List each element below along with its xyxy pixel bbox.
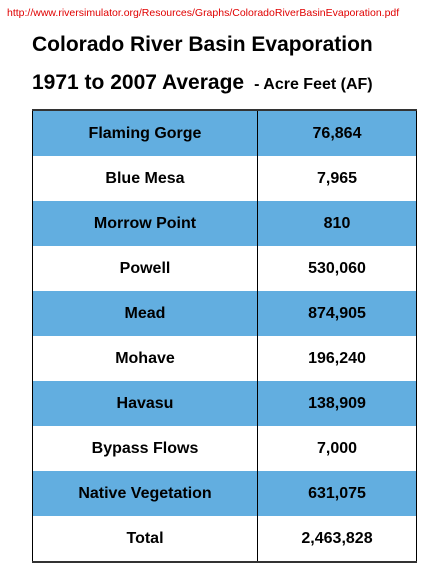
table-row: Blue Mesa 7,965: [32, 156, 417, 201]
source-url: http://www.riversimulator.org/Resources/…: [7, 7, 400, 19]
row-name: Blue Mesa: [32, 156, 258, 201]
table-row: Mead 874,905: [32, 291, 417, 336]
row-value: 196,240: [257, 336, 417, 381]
table-row: Native Vegetation 631,075: [32, 471, 417, 516]
table-row: Flaming Gorge 76,864: [32, 109, 417, 156]
title-line-1: Colorado River Basin Evaporation: [32, 33, 373, 56]
total-label: Total: [32, 516, 258, 563]
row-name: Morrow Point: [32, 201, 258, 246]
table-row: Powell 530,060: [32, 246, 417, 291]
title-units: - Acre Feet (AF): [254, 76, 373, 93]
table-row: Mohave 196,240: [32, 336, 417, 381]
row-value: 138,909: [257, 381, 417, 426]
table-row: Morrow Point 810: [32, 201, 417, 246]
row-name: Bypass Flows: [32, 426, 258, 471]
row-name: Flaming Gorge: [32, 109, 258, 156]
row-value: 7,965: [257, 156, 417, 201]
evaporation-table: Flaming Gorge 76,864 Blue Mesa 7,965 Mor…: [32, 109, 417, 563]
total-row: Total 2,463,828: [32, 516, 417, 563]
row-value: 530,060: [257, 246, 417, 291]
title-line-2: 1971 to 2007 Average - Acre Feet (AF): [32, 71, 373, 95]
row-value: 76,864: [257, 109, 417, 156]
title-period: 1971 to 2007 Average: [32, 71, 245, 94]
row-name: Havasu: [32, 381, 258, 426]
row-name: Native Vegetation: [32, 471, 258, 516]
total-value: 2,463,828: [257, 516, 417, 563]
table-row: Havasu 138,909: [32, 381, 417, 426]
row-name: Mohave: [32, 336, 258, 381]
row-value: 7,000: [257, 426, 417, 471]
table-row: Bypass Flows 7,000: [32, 426, 417, 471]
row-value: 874,905: [257, 291, 417, 336]
row-value: 631,075: [257, 471, 417, 516]
row-name: Mead: [32, 291, 258, 336]
row-value: 810: [257, 201, 417, 246]
row-name: Powell: [32, 246, 258, 291]
